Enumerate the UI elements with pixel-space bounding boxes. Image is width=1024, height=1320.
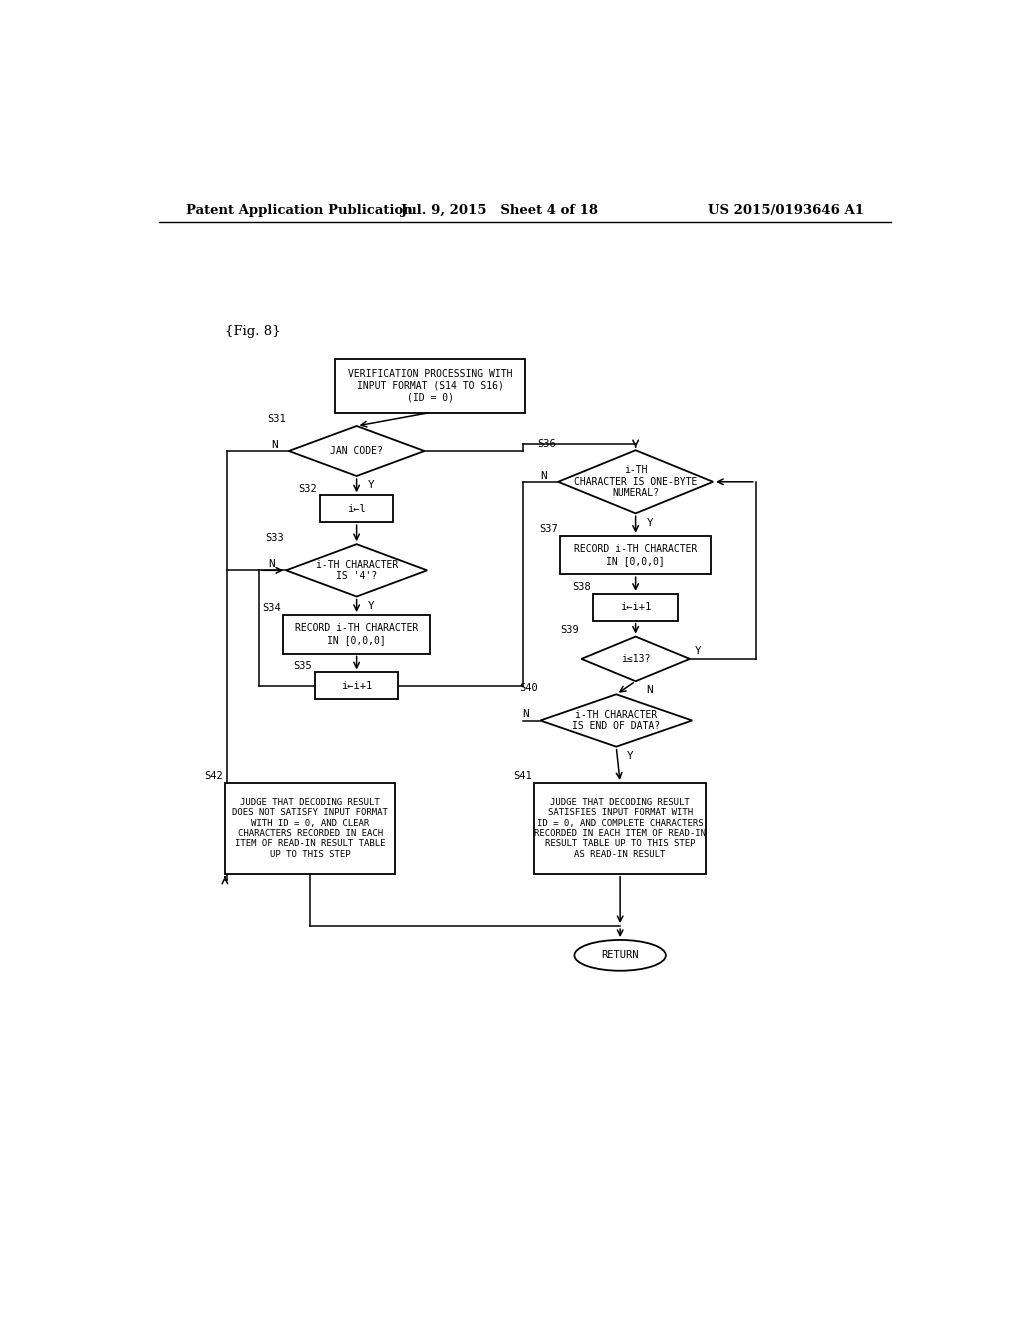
Text: S39: S39: [560, 626, 579, 635]
Polygon shape: [289, 426, 424, 477]
Text: i←i+1: i←i+1: [620, 602, 651, 612]
Text: i←l: i←l: [347, 504, 366, 513]
Polygon shape: [286, 544, 427, 597]
Text: RECORD i-TH CHARACTER
IN [0,0,0]: RECORD i-TH CHARACTER IN [0,0,0]: [573, 544, 697, 566]
Text: N: N: [646, 685, 653, 696]
Text: i-TH CHARACTER
IS '4'?: i-TH CHARACTER IS '4'?: [315, 560, 397, 581]
FancyBboxPatch shape: [593, 594, 678, 620]
Text: S35: S35: [294, 661, 312, 671]
Text: {Fig. 8}: {Fig. 8}: [225, 325, 281, 338]
Text: S37: S37: [539, 524, 558, 535]
Text: S36: S36: [537, 438, 556, 449]
Text: Y: Y: [368, 601, 374, 611]
Text: i≤13?: i≤13?: [621, 653, 650, 664]
Text: Y: Y: [646, 517, 653, 528]
Text: i-TH
CHARACTER IS ONE-BYTE
NUMERAL?: i-TH CHARACTER IS ONE-BYTE NUMERAL?: [573, 465, 697, 499]
Text: VERIFICATION PROCESSING WITH
INPUT FORMAT (S14 TO S16)
(ID = 0): VERIFICATION PROCESSING WITH INPUT FORMA…: [348, 370, 512, 403]
Text: JAN CODE?: JAN CODE?: [330, 446, 383, 455]
Text: i-TH CHARACTER
IS END OF DATA?: i-TH CHARACTER IS END OF DATA?: [572, 710, 660, 731]
Text: US 2015/0193646 A1: US 2015/0193646 A1: [709, 205, 864, 218]
Text: Y: Y: [368, 480, 374, 490]
Polygon shape: [582, 636, 690, 681]
Text: S31: S31: [267, 414, 287, 425]
FancyBboxPatch shape: [319, 495, 393, 523]
Text: S40: S40: [519, 682, 538, 693]
Text: Patent Application Publication: Patent Application Publication: [186, 205, 413, 218]
FancyBboxPatch shape: [283, 615, 430, 653]
Text: Jul. 9, 2015   Sheet 4 of 18: Jul. 9, 2015 Sheet 4 of 18: [401, 205, 598, 218]
Ellipse shape: [574, 940, 666, 970]
FancyBboxPatch shape: [335, 359, 525, 412]
FancyBboxPatch shape: [560, 536, 712, 574]
Text: S33: S33: [265, 533, 284, 543]
Text: S41: S41: [513, 771, 531, 781]
Text: Y: Y: [627, 751, 634, 760]
FancyBboxPatch shape: [314, 672, 398, 700]
Text: S38: S38: [572, 582, 591, 593]
Text: i←i+1: i←i+1: [341, 681, 373, 690]
Text: S34: S34: [262, 603, 281, 614]
Text: S32: S32: [299, 483, 317, 494]
Text: N: N: [541, 471, 547, 480]
Text: N: N: [522, 709, 529, 719]
Polygon shape: [541, 694, 692, 747]
FancyBboxPatch shape: [225, 783, 395, 874]
Text: JUDGE THAT DECODING RESULT
SATISFIES INPUT FORMAT WITH
ID = 0, AND COMPLETE CHAR: JUDGE THAT DECODING RESULT SATISFIES INP…: [535, 797, 707, 859]
Text: N: N: [268, 560, 275, 569]
Text: RECORD i-TH CHARACTER
IN [0,0,0]: RECORD i-TH CHARACTER IN [0,0,0]: [295, 623, 419, 645]
Text: N: N: [271, 440, 278, 450]
Text: RETURN: RETURN: [601, 950, 639, 961]
Text: Y: Y: [694, 647, 701, 656]
Text: JUDGE THAT DECODING RESULT
DOES NOT SATISFY INPUT FORMAT
WITH ID = 0, AND CLEAR
: JUDGE THAT DECODING RESULT DOES NOT SATI…: [232, 797, 388, 859]
Polygon shape: [558, 450, 713, 513]
FancyBboxPatch shape: [535, 783, 707, 874]
Text: S42: S42: [204, 771, 222, 781]
